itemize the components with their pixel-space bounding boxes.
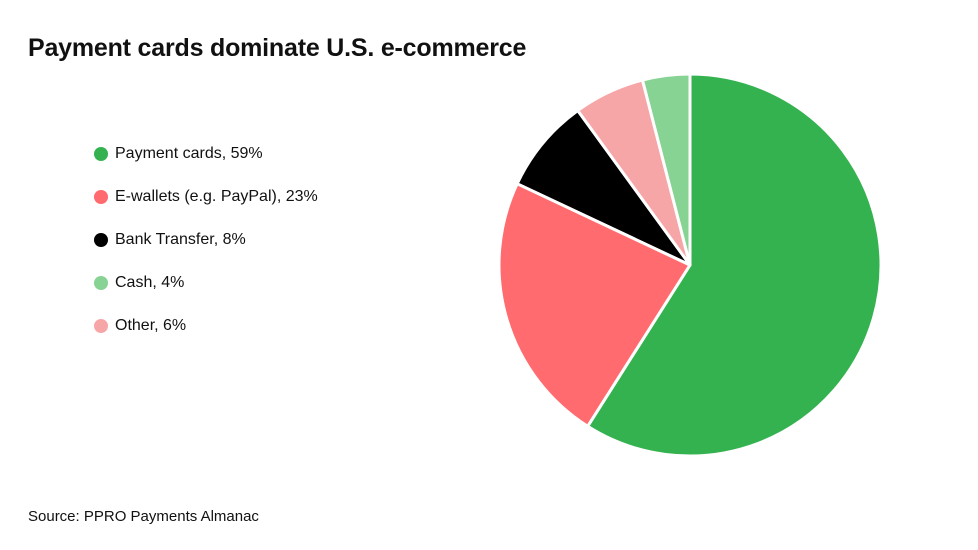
legend-swatch — [94, 275, 108, 290]
pie-slice-cash — [641, 72, 692, 267]
legend-swatch — [94, 232, 108, 247]
legend-item-cash: Cash, 4% — [94, 261, 318, 304]
legend-item-bank-transfer: Bank Transfer, 8% — [94, 218, 318, 261]
legend-swatch — [94, 318, 108, 333]
chart-title: Payment cards dominate U.S. e-commerce — [28, 34, 527, 62]
legend-label: Other, 6% — [115, 316, 187, 334]
legend-label: E-wallets (e.g. PayPal), 23% — [115, 187, 318, 205]
source-note: Source: PPRO Payments Almanac — [28, 508, 259, 525]
legend-label: Bank Transfer, 8% — [115, 230, 246, 248]
legend: Payment cards, 59% E-wallets (e.g. PayPa… — [94, 132, 318, 347]
legend-item-payment-cards: Payment cards, 59% — [94, 132, 318, 175]
legend-swatch — [94, 146, 108, 161]
legend-label: Cash, 4% — [115, 273, 185, 291]
legend-label: Payment cards, 59% — [115, 144, 263, 162]
legend-item-other: Other, 6% — [94, 304, 318, 347]
legend-item-e-wallets: E-wallets (e.g. PayPal), 23% — [94, 175, 318, 218]
pie-slice-payment-cards — [586, 72, 883, 458]
pie-slice-e-wallets-e-g-paypal — [497, 182, 692, 428]
legend-swatch — [94, 189, 108, 204]
pie-slice-bank-transfer — [515, 108, 692, 267]
pie-chart — [497, 72, 883, 458]
